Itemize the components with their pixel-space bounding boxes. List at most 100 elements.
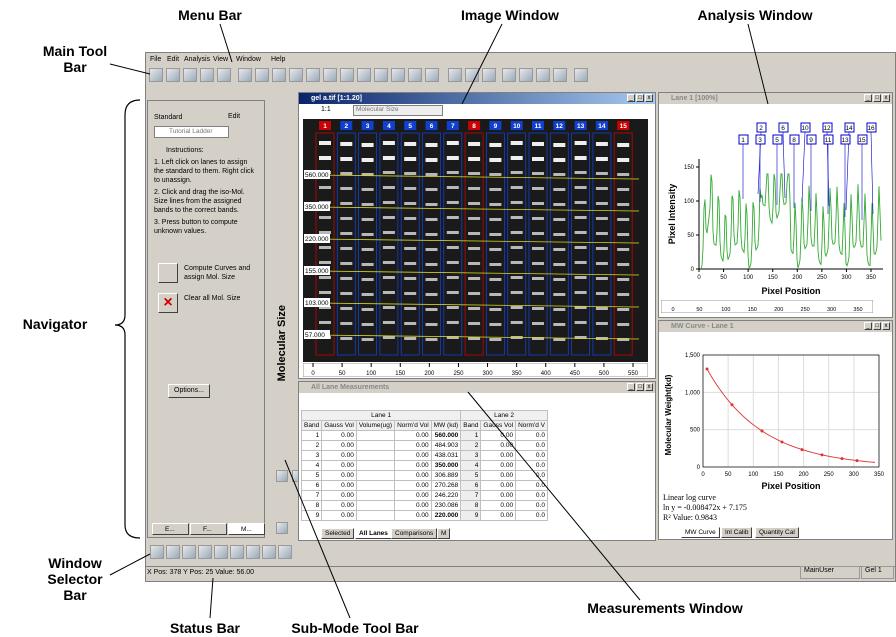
sheet-tab[interactable]: All Lanes <box>355 528 392 539</box>
tool-button[interactable] <box>214 545 228 559</box>
table-cell: 0.00 <box>395 431 432 441</box>
tool-button[interactable] <box>276 470 288 482</box>
tool-button[interactable] <box>149 68 163 82</box>
table-cell: 0.0 <box>516 461 548 471</box>
gel-band <box>404 142 416 146</box>
window-button[interactable]: □ <box>873 94 881 102</box>
tool-button[interactable] <box>230 545 244 559</box>
window-button[interactable]: x <box>645 383 653 391</box>
window-button[interactable]: _ <box>864 322 872 330</box>
peak-label: 2 <box>759 125 763 132</box>
tool-button[interactable] <box>408 68 422 82</box>
tool-button[interactable] <box>448 68 462 82</box>
tool-button[interactable] <box>465 68 479 82</box>
gel-band <box>511 321 523 324</box>
tool-button[interactable] <box>357 68 371 82</box>
ruler-label: 400 <box>541 371 552 377</box>
tool-button[interactable] <box>553 68 567 82</box>
tool-button[interactable] <box>502 68 516 82</box>
tool-button[interactable] <box>536 68 550 82</box>
group-header: Lane 1 <box>302 411 461 421</box>
navigator-tab[interactable]: F... <box>190 523 227 535</box>
window-button[interactable]: x <box>645 94 653 102</box>
window-button[interactable]: _ <box>864 94 872 102</box>
tool-button[interactable] <box>200 68 214 82</box>
tool-button[interactable] <box>182 545 196 559</box>
gel-band <box>426 203 438 206</box>
window-button[interactable]: □ <box>873 322 881 330</box>
tool-button[interactable] <box>166 68 180 82</box>
ruler-label: 0 <box>671 307 674 313</box>
table-cell: 0.00 <box>322 471 357 481</box>
sheet-tab[interactable]: M <box>437 528 450 539</box>
tool-button[interactable] <box>238 68 252 82</box>
sheet-tab[interactable]: Quantity Cal <box>755 527 799 538</box>
tool-button[interactable] <box>262 545 276 559</box>
ruler-label: 250 <box>453 371 464 377</box>
gel-band <box>468 187 480 190</box>
gel-band <box>468 322 480 325</box>
tool-button[interactable] <box>340 68 354 82</box>
tool-button[interactable] <box>198 545 212 559</box>
gel-band <box>340 292 352 295</box>
table-cell: 5 <box>461 471 481 481</box>
sheet-tab[interactable]: Selected <box>321 528 354 539</box>
menu-item[interactable]: Help <box>271 56 285 63</box>
curve-point <box>841 457 844 460</box>
ladder-select[interactable]: Tutorial Ladder <box>154 126 229 138</box>
table-cell: 0.00 <box>481 441 516 451</box>
tool-button[interactable] <box>519 68 533 82</box>
menu-item[interactable]: Edit <box>167 56 179 63</box>
clear-icon[interactable]: × <box>158 293 178 313</box>
tool-button[interactable] <box>166 545 180 559</box>
tool-button[interactable] <box>276 522 288 534</box>
table-cell: 0.00 <box>322 451 357 461</box>
tool-button[interactable] <box>482 68 496 82</box>
tool-button[interactable] <box>374 68 388 82</box>
tool-button[interactable] <box>289 68 303 82</box>
sheet-tab[interactable]: MW Curve <box>681 527 720 538</box>
menu-item[interactable]: File <box>150 56 161 63</box>
window-button[interactable]: x <box>882 94 890 102</box>
gel-band <box>340 157 352 161</box>
tool-button[interactable] <box>150 545 164 559</box>
tool-button[interactable] <box>246 545 260 559</box>
window-button[interactable]: □ <box>636 94 644 102</box>
gel-band <box>404 247 416 250</box>
tool-button[interactable] <box>217 68 231 82</box>
navigator-tab[interactable]: E... <box>152 523 189 535</box>
compute-icon[interactable] <box>158 263 178 283</box>
window-button[interactable]: _ <box>627 94 635 102</box>
menu-item[interactable]: Window <box>236 56 261 63</box>
window-button[interactable]: □ <box>636 383 644 391</box>
tool-button[interactable] <box>323 68 337 82</box>
table-cell: 0.00 <box>481 511 516 521</box>
edit-button[interactable]: Edit <box>228 113 240 120</box>
sheet-tab[interactable]: Inl Calib <box>721 527 752 538</box>
table-cell: 0.00 <box>395 461 432 471</box>
menu-item[interactable]: View <box>213 56 228 63</box>
tool-button[interactable] <box>255 68 269 82</box>
curve-point <box>761 429 764 432</box>
window-button[interactable]: _ <box>627 383 635 391</box>
sheet-tab[interactable]: Comparisons <box>391 528 437 539</box>
window-button[interactable]: x <box>882 322 890 330</box>
tool-button[interactable] <box>574 68 588 82</box>
y-tick-label: 1,000 <box>685 390 701 396</box>
tool-button[interactable] <box>278 545 292 559</box>
navigator-tab[interactable]: M... <box>228 523 265 535</box>
gel-band <box>404 217 416 220</box>
tool-button[interactable] <box>306 68 320 82</box>
tool-button[interactable] <box>391 68 405 82</box>
table-cell: 0.00 <box>481 431 516 441</box>
gel-band <box>447 276 459 279</box>
options-button[interactable]: Options... <box>168 384 210 398</box>
gel-band <box>511 141 523 145</box>
tool-button[interactable] <box>183 68 197 82</box>
gel-band <box>553 278 565 281</box>
menu-item[interactable]: Analysis <box>184 56 210 63</box>
mode-select[interactable]: Molecular Size <box>353 105 443 116</box>
tool-button[interactable] <box>425 68 439 82</box>
tool-button[interactable] <box>272 68 286 82</box>
gel-band <box>575 231 587 234</box>
